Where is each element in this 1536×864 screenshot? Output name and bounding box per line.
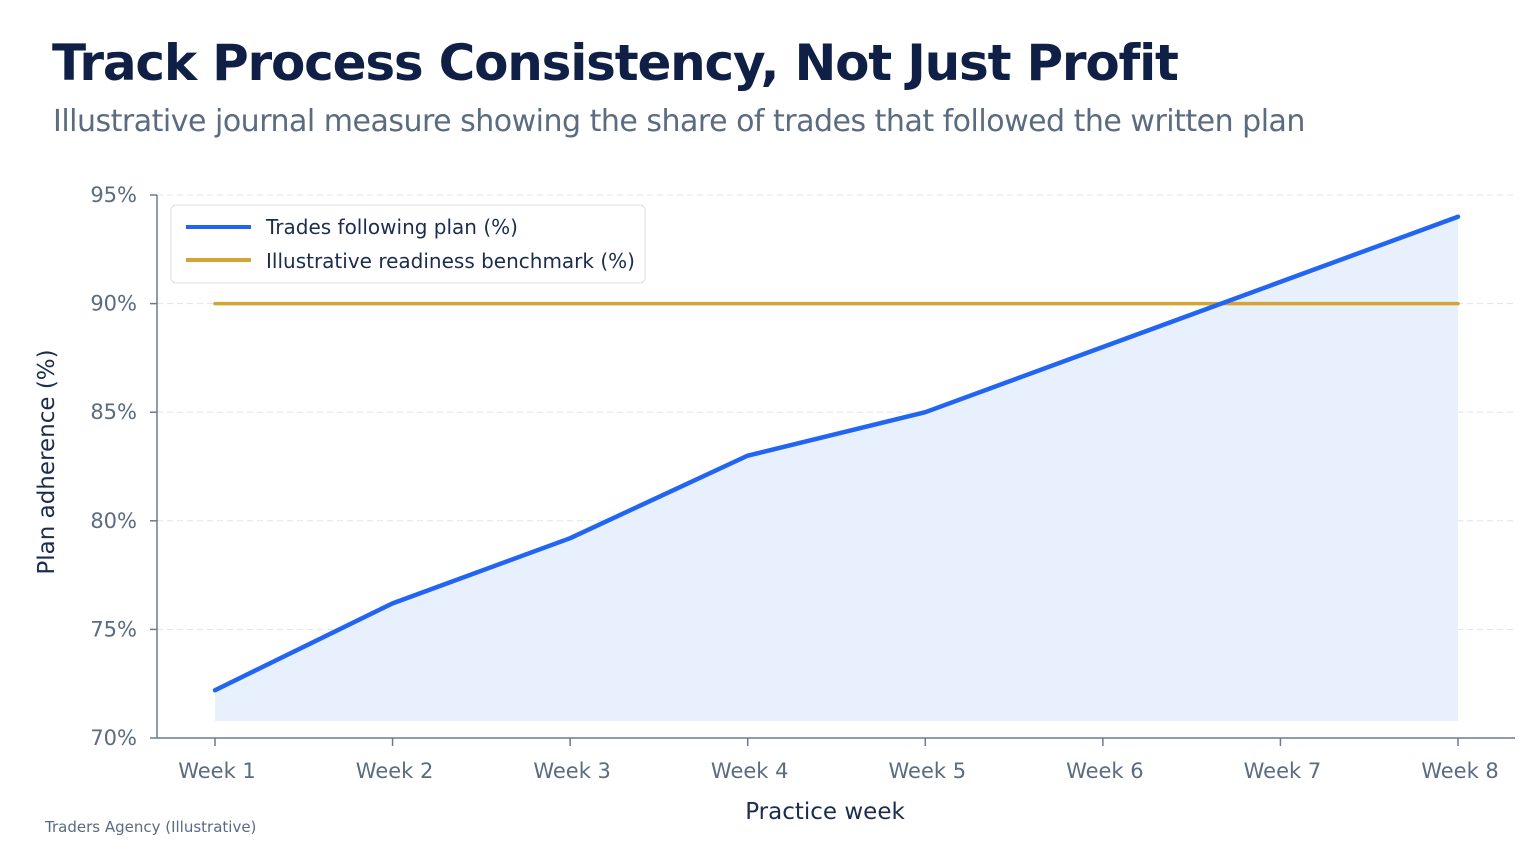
plan-adherence-area bbox=[215, 216, 1458, 721]
y-axis-ticks: 70% 75% 80% 85% 90% 95% bbox=[90, 183, 157, 750]
x-axis-ticks: Week 1 Week 2 Week 3 Week 4 Week 5 Week 6 Week… bbox=[178, 738, 1499, 783]
chart-subtitle: Illustrative journal measure showing the… bbox=[53, 104, 1305, 139]
legend-label-benchmark: Illustrative readiness benchmark (%) bbox=[266, 249, 635, 273]
x-tick-label: Week 1 bbox=[178, 759, 256, 783]
series-lines bbox=[212, 214, 1461, 693]
source-note: Traders Agency (Illustrative) bbox=[45, 818, 257, 836]
y-tick-label: 90% bbox=[90, 292, 137, 316]
y-tick-label: 85% bbox=[90, 400, 137, 424]
plan-adherence-line bbox=[212, 214, 1461, 693]
chart-title: Track Process Consistency, Not Just Prof… bbox=[52, 34, 1179, 92]
legend: Trades following plan (%) Illustrative r… bbox=[170, 204, 646, 284]
x-tick-label: Week 2 bbox=[356, 759, 434, 783]
x-tick-label: Week 8 bbox=[1421, 759, 1499, 783]
legend-box bbox=[170, 204, 646, 284]
x-tick-label: Week 4 bbox=[711, 759, 789, 783]
x-tick-label: Week 3 bbox=[533, 759, 611, 783]
y-tick-label: 95% bbox=[90, 183, 137, 207]
x-axis-title: Practice week bbox=[745, 799, 905, 825]
y-tick-label: 80% bbox=[90, 509, 137, 533]
x-tick-label: Week 7 bbox=[1244, 759, 1322, 783]
x-tick-label: Week 5 bbox=[888, 759, 966, 783]
y-tick-label: 70% bbox=[90, 726, 137, 750]
y-axis-title: Plan adherence (%) bbox=[34, 349, 60, 574]
y-tick-label: 75% bbox=[90, 617, 137, 641]
legend-label-plan: Trades following plan (%) bbox=[265, 215, 518, 239]
x-tick-label: Week 6 bbox=[1066, 759, 1144, 783]
